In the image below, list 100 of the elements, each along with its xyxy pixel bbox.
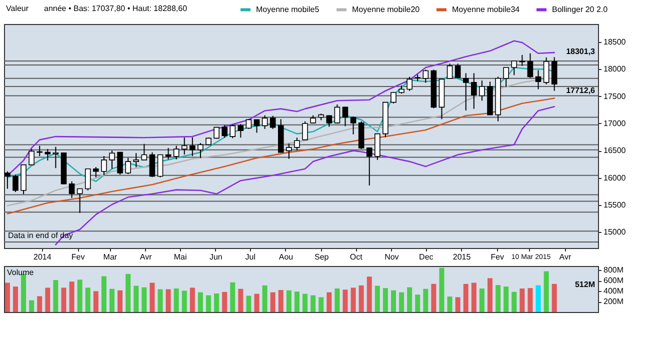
bar	[399, 292, 404, 312]
candlestick	[84, 168, 91, 191]
candlestick	[479, 80, 485, 102]
bar	[134, 286, 139, 312]
y-tick-label: 15000	[604, 228, 626, 237]
candlestick	[101, 156, 107, 176]
candlestick	[302, 120, 308, 140]
candlestick	[471, 72, 477, 110]
candlestick	[238, 124, 244, 138]
x-tick-label: Avr	[140, 252, 152, 262]
candlestick	[165, 147, 172, 160]
candlestick	[230, 124, 236, 139]
candlestick	[462, 72, 469, 111]
candlestick	[527, 52, 534, 78]
bar	[552, 284, 557, 312]
bar	[350, 288, 356, 312]
legend-label: Moyenne mobile5	[256, 4, 320, 14]
bar	[206, 295, 212, 312]
x-tick-label: Jul	[245, 252, 256, 262]
bar	[439, 268, 444, 312]
y-tick-label: 800M	[604, 266, 624, 275]
candlestick	[4, 170, 10, 190]
bar	[182, 290, 187, 312]
candlestick	[52, 146, 59, 169]
bar	[390, 290, 396, 312]
y-tick-label: 16000	[604, 173, 626, 182]
bar	[334, 288, 340, 312]
candlestick	[181, 137, 188, 155]
bar	[93, 291, 98, 312]
candlestick	[173, 145, 180, 160]
candlestick	[326, 114, 332, 128]
bar	[423, 288, 428, 312]
y-tick-label: 17000	[604, 118, 626, 128]
bar	[230, 282, 236, 312]
bar	[246, 296, 252, 312]
bar	[342, 290, 348, 312]
bar	[61, 288, 66, 312]
bar	[222, 292, 228, 312]
x-tick-label: Mar	[103, 252, 118, 262]
candlestick	[44, 148, 51, 161]
candlestick	[350, 116, 356, 135]
candlestick	[76, 188, 83, 214]
candlestick	[93, 166, 99, 178]
bar	[415, 294, 420, 312]
legend-label: Moyenne mobile20	[352, 4, 420, 14]
bar	[366, 276, 372, 312]
bar	[496, 285, 501, 312]
candlestick	[535, 70, 542, 90]
candlestick	[503, 66, 509, 88]
bar	[118, 290, 123, 312]
bar	[326, 292, 332, 312]
bar	[463, 284, 468, 312]
bar	[21, 274, 26, 312]
bar	[294, 292, 300, 312]
candlestick	[334, 104, 340, 124]
bar	[374, 286, 380, 312]
candlestick	[222, 124, 228, 138]
annotation: 18301,3	[566, 47, 596, 56]
candlestick	[342, 106, 348, 127]
chart-title: Valeur	[6, 4, 29, 13]
bar	[520, 288, 525, 312]
candlestick	[294, 137, 300, 151]
candlestick	[198, 142, 204, 159]
candlestick	[446, 63, 453, 79]
x-tick-label: Aou	[278, 252, 294, 262]
text: année • Bas: 17037,80 • Haut: 18288,60	[44, 4, 188, 13]
bar	[158, 289, 163, 312]
bar	[69, 282, 74, 312]
legend-label: Bollinger 20 2.0	[552, 4, 608, 14]
bar	[37, 296, 42, 312]
bar	[512, 292, 517, 312]
x-tick-label: 2015	[452, 252, 472, 262]
candlestick	[109, 150, 115, 170]
x-tick-label: Avr	[559, 252, 572, 262]
bar	[12, 286, 18, 312]
bar	[262, 285, 268, 312]
x-tick-label: Oct	[350, 252, 364, 262]
bar	[471, 282, 476, 312]
y-tick-label: 16500	[604, 146, 626, 156]
y-tick-label: 15500	[604, 200, 626, 210]
bar	[77, 280, 82, 312]
candlestick	[190, 136, 196, 157]
candlestick	[246, 118, 252, 130]
annotation: Volume	[7, 268, 34, 277]
x-tick-label: 2014	[34, 252, 52, 262]
bar	[270, 292, 276, 312]
annotation: 512M	[574, 280, 596, 289]
candlestick	[270, 115, 276, 130]
y-tick-label: 600M	[604, 276, 624, 286]
candlestick	[141, 143, 148, 160]
bar	[488, 278, 492, 312]
bar	[166, 289, 171, 312]
bar	[455, 297, 460, 312]
candlestick	[543, 56, 550, 85]
bar	[407, 287, 412, 312]
bar	[198, 292, 203, 312]
bar	[382, 288, 388, 312]
x-tick-label: Sep	[314, 252, 330, 262]
bar	[174, 288, 179, 312]
candlestick	[149, 152, 156, 178]
